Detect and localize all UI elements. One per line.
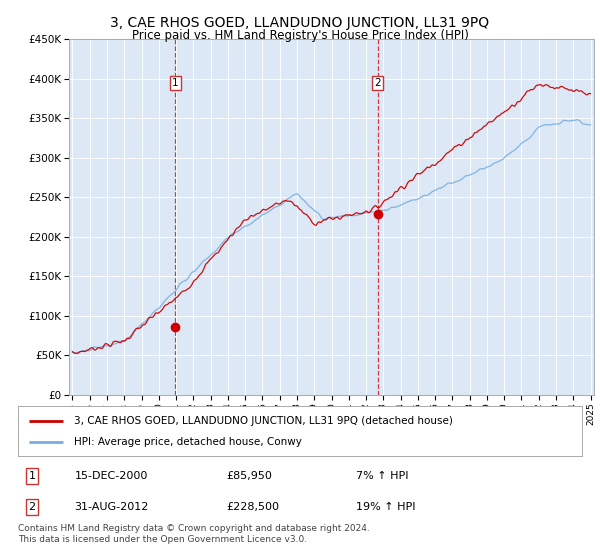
Text: Contains HM Land Registry data © Crown copyright and database right 2024.
This d: Contains HM Land Registry data © Crown c… (18, 524, 370, 544)
Text: £228,500: £228,500 (227, 502, 280, 512)
Text: 3, CAE RHOS GOED, LLANDUDNO JUNCTION, LL31 9PQ (detached house): 3, CAE RHOS GOED, LLANDUDNO JUNCTION, LL… (74, 416, 453, 426)
Text: HPI: Average price, detached house, Conwy: HPI: Average price, detached house, Conw… (74, 437, 302, 447)
Text: 19% ↑ HPI: 19% ↑ HPI (356, 502, 416, 512)
Text: 2: 2 (29, 502, 35, 512)
Text: 1: 1 (29, 471, 35, 481)
Text: 31-AUG-2012: 31-AUG-2012 (74, 502, 149, 512)
Text: 7% ↑ HPI: 7% ↑ HPI (356, 471, 409, 481)
Text: 2: 2 (374, 78, 381, 88)
Text: 15-DEC-2000: 15-DEC-2000 (74, 471, 148, 481)
Text: 1: 1 (172, 78, 179, 88)
Text: £85,950: £85,950 (227, 471, 272, 481)
Text: 3, CAE RHOS GOED, LLANDUDNO JUNCTION, LL31 9PQ: 3, CAE RHOS GOED, LLANDUDNO JUNCTION, LL… (110, 16, 490, 30)
Text: Price paid vs. HM Land Registry's House Price Index (HPI): Price paid vs. HM Land Registry's House … (131, 29, 469, 42)
